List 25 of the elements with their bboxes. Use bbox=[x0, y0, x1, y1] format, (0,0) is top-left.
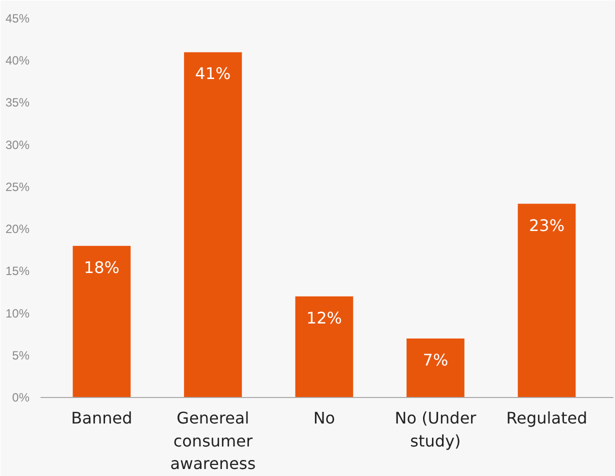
y-tick-label: 20% bbox=[5, 222, 30, 236]
bar bbox=[72, 246, 131, 398]
bar bbox=[184, 52, 242, 398]
y-tick-label: 30% bbox=[5, 138, 30, 152]
x-tick-label: No (Under study) bbox=[394, 408, 477, 450]
x-tick-label: Banned bbox=[71, 408, 132, 428]
y-tick-label: 35% bbox=[5, 96, 30, 110]
data-label: 23% bbox=[528, 216, 565, 235]
y-tick-label: 40% bbox=[5, 54, 30, 68]
bar bbox=[406, 338, 464, 398]
y-tick-label: 45% bbox=[5, 12, 30, 26]
bar bbox=[295, 296, 354, 398]
data-label: 12% bbox=[306, 308, 342, 328]
bar bbox=[518, 204, 576, 398]
y-tick-label: 10% bbox=[5, 306, 30, 320]
y-tick-label: 0% bbox=[12, 390, 30, 404]
y-tick-label: 25% bbox=[5, 180, 30, 194]
x-tick-label: Genereal consumer awareness bbox=[170, 408, 256, 474]
y-tick-label: 15% bbox=[5, 264, 30, 278]
data-label: 7% bbox=[422, 350, 448, 370]
x-tick-label: Regulated bbox=[506, 408, 588, 428]
x-tick-label: No bbox=[313, 408, 336, 428]
data-label: 41% bbox=[195, 64, 231, 84]
y-tick-label: 5% bbox=[12, 348, 30, 362]
data-label: 18% bbox=[84, 258, 120, 277]
